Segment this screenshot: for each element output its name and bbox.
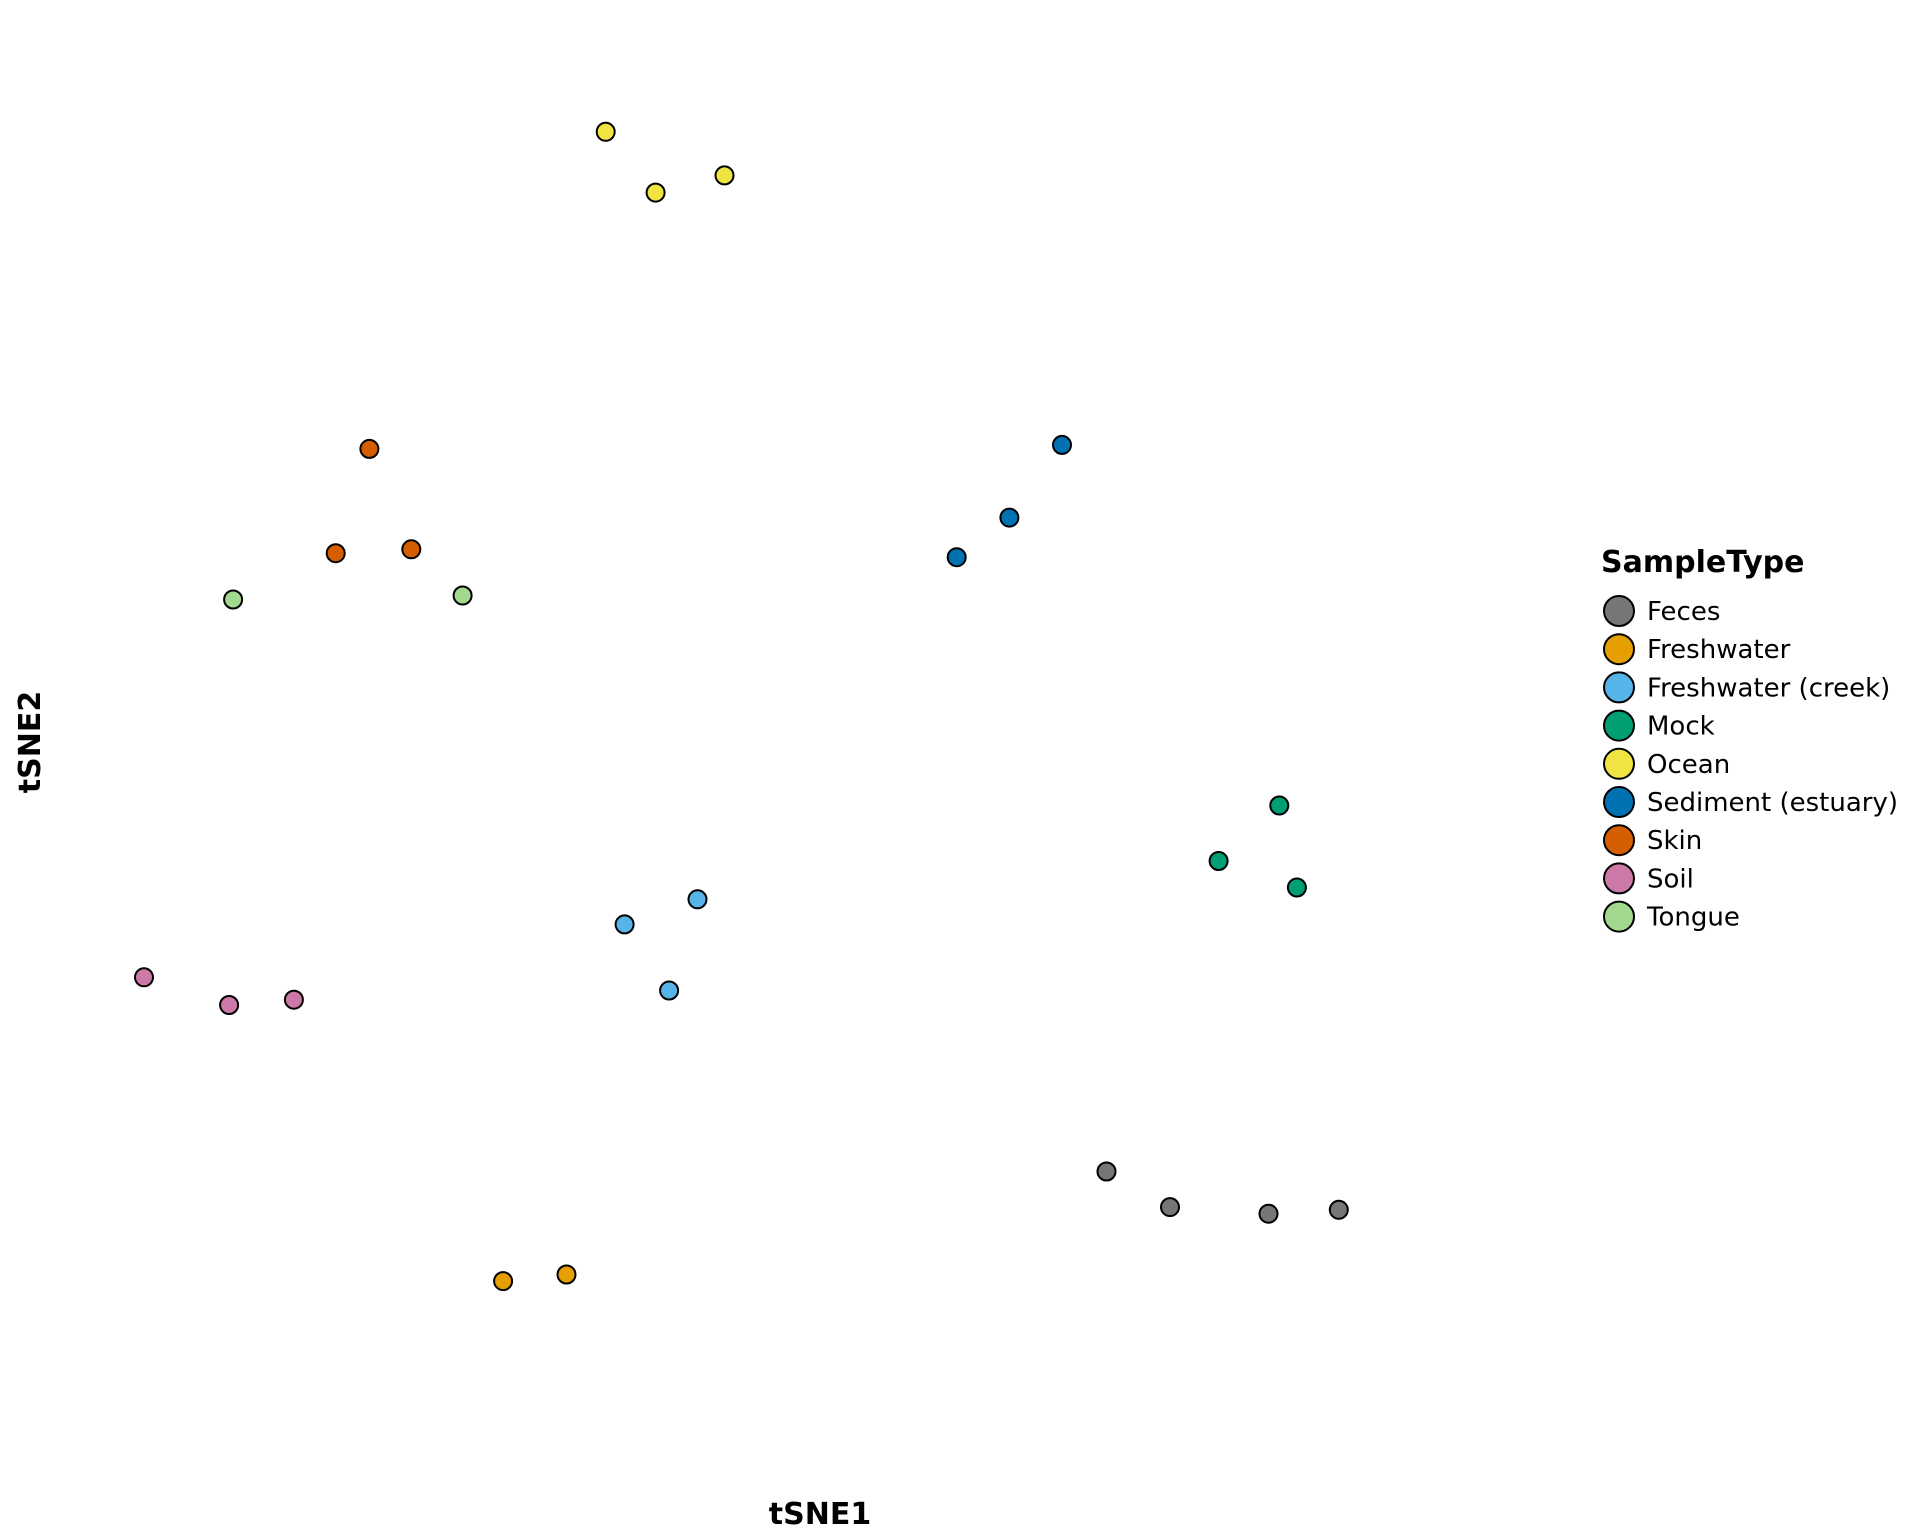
legend-key-soil <box>1603 862 1635 895</box>
legend-label-mock: Mock <box>1647 712 1715 742</box>
point-mock-2 <box>1208 851 1229 871</box>
plot-area <box>134 121 1349 1292</box>
point-freshwater-creek-3 <box>659 980 680 1001</box>
point-feces-2 <box>1160 1197 1180 1218</box>
legend-label-feces: Feces <box>1647 597 1720 627</box>
legend-title: SampleType <box>1601 545 1805 580</box>
legend-item-sediment-estuary: Sediment (estuary) <box>1603 786 1898 818</box>
legend-key-freshwater-creek <box>1603 671 1635 704</box>
point-freshwater-1 <box>493 1271 514 1292</box>
legend-item-feces: Feces <box>1603 595 1720 627</box>
point-soil-2 <box>219 995 240 1015</box>
legend-items: Feces Freshwater Freshwater (creek) Mock Oce… <box>1603 595 1898 933</box>
point-tongue-1 <box>223 589 244 610</box>
legend-label-freshwater: Freshwater <box>1647 635 1791 665</box>
y-axis-title: tSNE2 <box>13 691 48 793</box>
legend-key-freshwater <box>1603 633 1635 666</box>
point-ocean-1 <box>595 121 616 142</box>
point-skin-3 <box>401 539 422 560</box>
point-feces-3 <box>1258 1203 1279 1224</box>
point-mock-1 <box>1269 795 1290 816</box>
point-tongue-2 <box>452 585 473 606</box>
point-freshwater-2 <box>556 1264 577 1285</box>
point-soil-3 <box>283 989 304 1010</box>
legend-key-feces <box>1603 595 1635 627</box>
point-skin-2 <box>325 543 346 564</box>
legend-key-tongue <box>1603 900 1635 933</box>
legend-key-sediment-estuary <box>1603 786 1635 818</box>
legend-label-tongue: Tongue <box>1646 903 1740 933</box>
x-axis-title: tSNE1 <box>769 1497 871 1532</box>
point-ocean-2 <box>645 182 666 203</box>
legend-item-ocean: Ocean <box>1603 747 1730 780</box>
legend-item-tongue: Tongue <box>1603 900 1740 933</box>
legend-label-skin: Skin <box>1647 826 1702 856</box>
point-ocean-3 <box>714 165 735 186</box>
point-soil-1 <box>134 967 154 988</box>
point-sediment-estuary-2 <box>999 507 1020 528</box>
legend-item-mock: Mock <box>1603 709 1715 742</box>
legend-label-ocean: Ocean <box>1647 750 1730 780</box>
legend-item-soil: Soil <box>1603 862 1694 895</box>
legend-key-ocean <box>1603 747 1635 780</box>
legend-item-freshwater-creek: Freshwater (creek) <box>1603 671 1890 704</box>
point-mock-3 <box>1286 877 1307 898</box>
legend-label-soil: Soil <box>1647 864 1694 894</box>
point-skin-1 <box>359 438 380 459</box>
legend-key-skin <box>1603 824 1635 857</box>
point-freshwater-creek-1 <box>614 914 635 935</box>
point-feces-1 <box>1096 1161 1117 1182</box>
legend-item-skin: Skin <box>1603 824 1702 857</box>
legend-label-sediment-estuary: Sediment (estuary) <box>1647 788 1898 818</box>
legend-key-mock <box>1603 709 1635 742</box>
point-sediment-estuary-1 <box>1052 434 1072 455</box>
point-feces-4 <box>1328 1199 1349 1220</box>
legend-item-freshwater: Freshwater <box>1603 633 1791 666</box>
point-freshwater-creek-2 <box>687 889 708 910</box>
point-sediment-estuary-3 <box>946 547 967 568</box>
legend-label-freshwater-creek: Freshwater (creek) <box>1647 673 1890 703</box>
legend: SampleType Feces Freshwater Freshwater (cr… <box>1601 545 1898 933</box>
